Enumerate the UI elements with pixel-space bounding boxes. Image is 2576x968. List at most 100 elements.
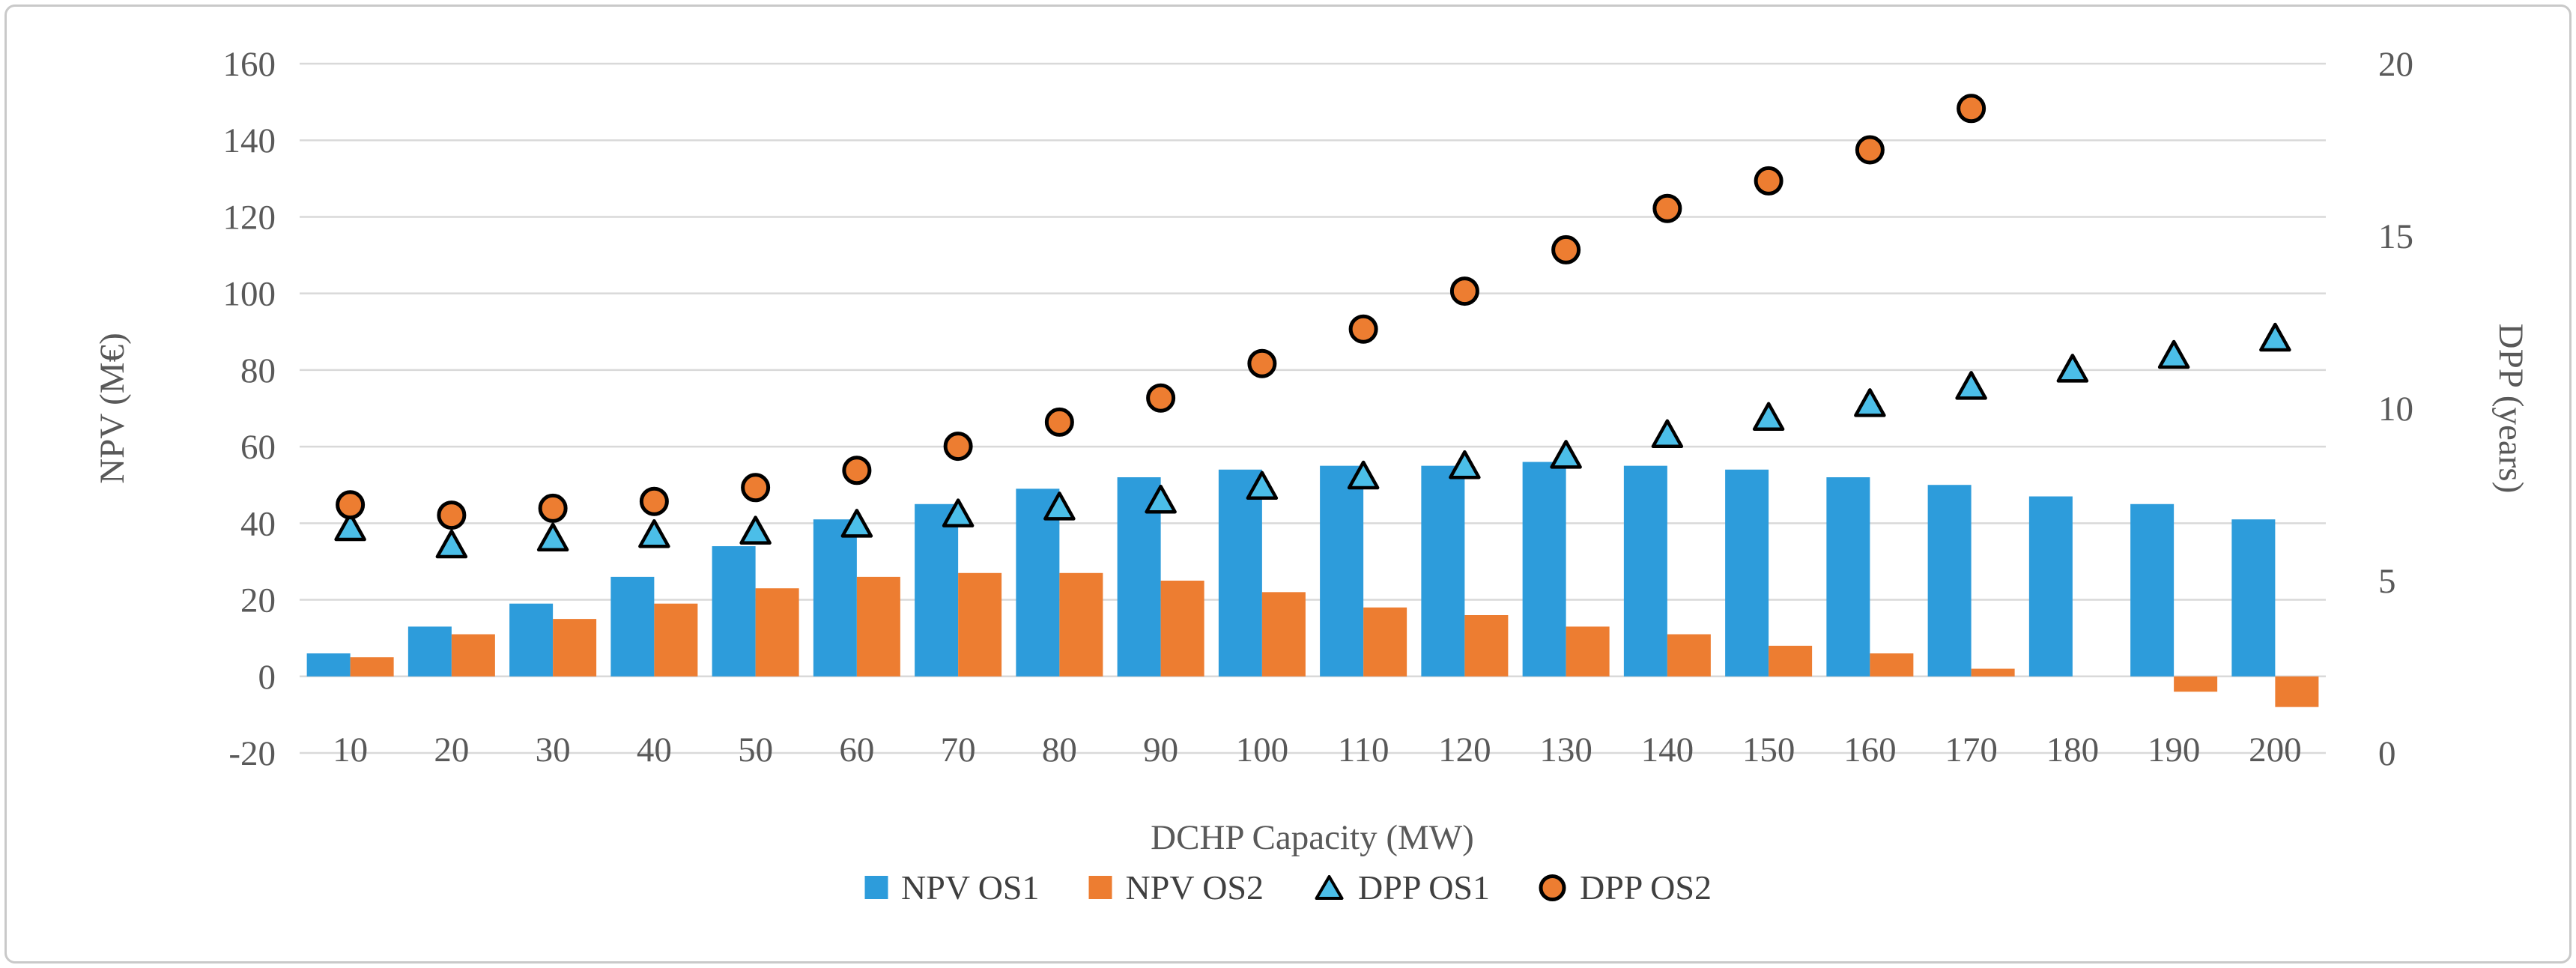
- legend-item-dpp-os1: DPP OS1: [1313, 868, 1490, 907]
- marker-dpp-os1: [840, 509, 873, 538]
- bar-npv-os2: [2275, 676, 2319, 707]
- bar-npv-os2: [1464, 615, 1509, 677]
- marker-dpp-os2: [1449, 276, 1479, 306]
- x-tick-label: 50: [738, 730, 773, 769]
- marker-dpp-os1: [334, 512, 366, 542]
- x-tick-label: 180: [2046, 730, 2100, 769]
- legend-item-npv-os2: NPV OS2: [1088, 868, 1264, 907]
- bar-npv-os2: [1870, 653, 1914, 677]
- right-tick-label: 20: [2378, 45, 2413, 84]
- right-tick-label: 0: [2378, 734, 2396, 773]
- x-tick-label: 170: [1945, 730, 1998, 769]
- bar-npv-os2: [350, 657, 394, 677]
- marker-dpp-os1: [1347, 460, 1380, 490]
- bar-npv-os1: [1320, 465, 1364, 677]
- left-tick-label: 160: [223, 45, 276, 84]
- bar-npv-os1: [1218, 469, 1262, 677]
- marker-dpp-os2: [1957, 94, 1986, 124]
- left-tick-label: -20: [228, 734, 276, 773]
- bar-npv-os1: [1522, 462, 1566, 677]
- x-axis-title: DCHP Capacity (MW): [1151, 818, 1474, 857]
- bar-npv-os2: [856, 576, 900, 677]
- bar-npv-os1: [2130, 503, 2175, 677]
- marker-dpp-os1: [1550, 440, 1582, 469]
- right-axis-title: DPP (years): [2491, 323, 2530, 494]
- bar-npv-os1: [1927, 485, 1972, 677]
- bar-npv-os2: [2174, 676, 2218, 692]
- left-tick-label: 140: [223, 121, 276, 160]
- marker-dpp-os1: [1752, 402, 1785, 432]
- x-tick-label: 190: [2148, 730, 2201, 769]
- left-tick-label: 40: [240, 504, 276, 543]
- x-tick-label: 70: [941, 730, 976, 769]
- right-tick-label: 15: [2378, 217, 2413, 256]
- marker-dpp-os2: [741, 473, 771, 503]
- x-tick-label: 130: [1539, 730, 1592, 769]
- right-tick-label: 10: [2378, 390, 2413, 429]
- marker-dpp-os2: [1044, 407, 1074, 437]
- marker-dpp-os1: [435, 529, 468, 559]
- legend-label: NPV OS2: [1125, 868, 1264, 907]
- bar-npv-os1: [1826, 477, 1870, 677]
- marker-dpp-os1: [1449, 450, 1481, 480]
- legend-item-npv-os1: NPV OS1: [864, 868, 1040, 907]
- marker-dpp-os2: [639, 486, 669, 516]
- legend-swatch-triangle: [1315, 874, 1344, 900]
- legend-label: DPP OS2: [1580, 868, 1712, 907]
- marker-dpp-os2: [1146, 383, 1176, 413]
- bar-npv-os2: [1566, 626, 1610, 677]
- marker-dpp-os1: [1955, 371, 1987, 400]
- bar-npv-os1: [407, 626, 452, 677]
- bar-npv-os1: [915, 503, 959, 677]
- marker-dpp-os1: [1854, 388, 1886, 417]
- bar-npv-os2: [1261, 592, 1306, 677]
- bar-npv-os2: [755, 588, 799, 677]
- x-tick-label: 150: [1742, 730, 1795, 769]
- legend-label: DPP OS1: [1358, 868, 1490, 907]
- marker-dpp-os2: [437, 500, 467, 530]
- x-tick-label: 120: [1438, 730, 1491, 769]
- x-tick-label: 140: [1641, 730, 1694, 769]
- x-tick-label: 20: [434, 730, 469, 769]
- marker-dpp-os1: [1651, 419, 1684, 449]
- bar-npv-os1: [1421, 465, 1465, 677]
- bar-npv-os2: [1363, 607, 1407, 677]
- marker-dpp-os2: [538, 493, 568, 523]
- legend-swatch-circle: [1539, 874, 1566, 901]
- x-tick-label: 200: [2249, 730, 2302, 769]
- bar-npv-os1: [712, 546, 756, 677]
- x-tick-label: 60: [839, 730, 874, 769]
- bar-npv-os2: [1059, 572, 1103, 677]
- marker-dpp-os1: [2056, 354, 2089, 383]
- left-axis-title: NPV (M€): [93, 333, 132, 484]
- bar-npv-os2: [1160, 581, 1204, 677]
- marker-dpp-os1: [942, 498, 975, 527]
- bar-npv-os1: [509, 603, 554, 677]
- x-tick-label: 110: [1338, 730, 1389, 769]
- marker-dpp-os2: [1754, 166, 1783, 196]
- marker-dpp-os1: [1145, 484, 1177, 514]
- bar-npv-os1: [306, 653, 351, 677]
- marker-dpp-os2: [842, 456, 872, 485]
- legend-swatch-square: [864, 876, 888, 899]
- bar-npv-os2: [1667, 634, 1711, 677]
- marker-dpp-os2: [336, 490, 366, 520]
- bar-npv-os2: [1769, 645, 1813, 677]
- left-tick-label: 120: [223, 198, 276, 237]
- marker-dpp-os2: [1652, 193, 1682, 223]
- bar-npv-os1: [1623, 465, 1667, 677]
- bar-npv-os1: [813, 519, 857, 677]
- marker-dpp-os1: [2157, 339, 2190, 369]
- x-tick-label: 40: [637, 730, 672, 769]
- x-tick-label: 10: [333, 730, 368, 769]
- x-tick-label: 80: [1042, 730, 1077, 769]
- left-tick-label: 100: [223, 275, 276, 314]
- x-tick-label: 30: [536, 730, 571, 769]
- bar-npv-os1: [610, 576, 655, 677]
- bar-npv-os2: [1971, 668, 2015, 677]
- legend-item-dpp-os2: DPP OS2: [1539, 868, 1712, 907]
- left-tick-label: 80: [240, 351, 276, 390]
- bar-npv-os1: [2231, 519, 2276, 677]
- marker-dpp-os1: [2259, 322, 2291, 352]
